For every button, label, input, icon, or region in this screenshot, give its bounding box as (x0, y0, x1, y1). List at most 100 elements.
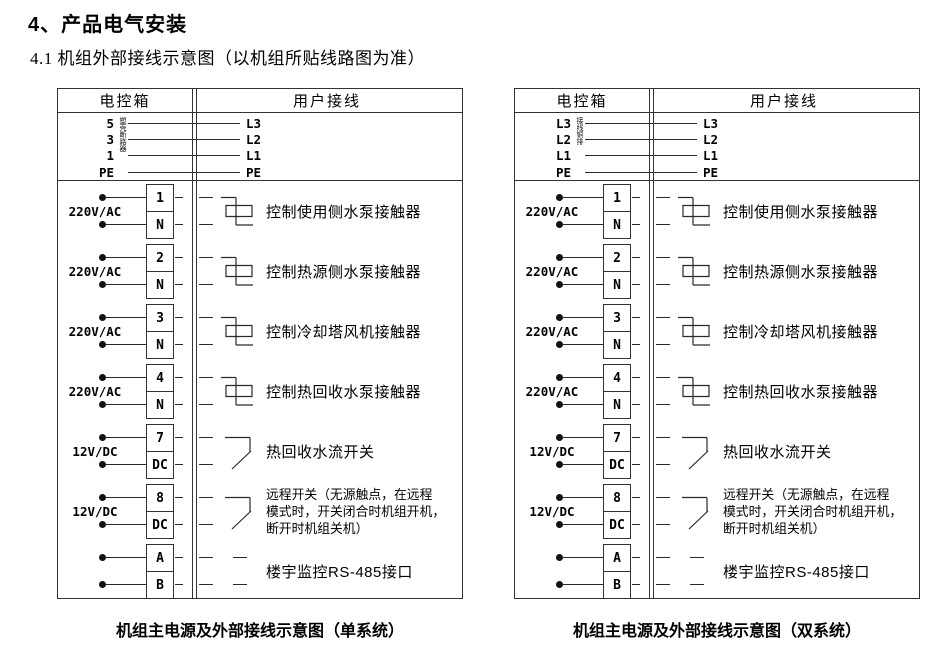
supply-wire (562, 584, 603, 585)
terminal-stub (632, 584, 640, 585)
column-separator-double-line (649, 89, 654, 598)
terminal-group: 12V/DC 7 DC 热回收水流开关 (515, 424, 919, 484)
terminal-cell: DC (609, 517, 625, 533)
terminal-stub (632, 257, 640, 258)
user-wire-dash (656, 524, 670, 525)
terminal-cell: DC (152, 517, 168, 533)
supply-wire (105, 257, 146, 258)
supply-wire (562, 257, 603, 258)
switch-symbol (225, 436, 252, 470)
contactor-coil-symbol (221, 196, 253, 226)
user-wire-dash (656, 584, 670, 585)
diagram-header: 电控箱 用户接线 (515, 89, 919, 113)
terminal-cell: 3 (604, 305, 630, 332)
terminal-group: 220V/AC 1 N 控制使用侧水泵接触器 (515, 184, 919, 244)
connection-dot (556, 221, 563, 228)
supply-wire (105, 344, 146, 345)
connection-dot (99, 581, 106, 588)
user-wire-dash (199, 437, 213, 438)
contactor-coil-symbol (678, 256, 710, 286)
voltage-label: 220V/AC (68, 324, 122, 339)
user-wire-dash (199, 257, 213, 258)
connection-dot (99, 374, 106, 381)
supply-wire (105, 317, 146, 318)
supply-wire (105, 197, 146, 198)
terminal-cell: 7 (604, 425, 630, 452)
terminal-stub (632, 344, 640, 345)
power-wire (585, 155, 697, 156)
user-wire-dash (690, 584, 704, 585)
connection-dot (99, 554, 106, 561)
terminal-group: A B 楼宇监控RS-485接口 (515, 544, 919, 604)
terminal-block: 8 DC (603, 484, 631, 539)
terminal-cell: 1 (147, 185, 173, 212)
voltage-label: 220V/AC (68, 384, 122, 399)
terminal-stub (632, 197, 640, 198)
terminal-cell: 4 (147, 365, 173, 392)
supply-wire (105, 377, 146, 378)
terminal-stub (175, 257, 183, 258)
terminal-group: A B 楼宇监控RS-485接口 (58, 544, 462, 604)
connection-dot (556, 401, 563, 408)
row-description: 控制冷却塔风机接触器 (266, 324, 422, 341)
contactor-coil-symbol (678, 316, 710, 346)
breaker-vertical-note: 接线铜排 (576, 117, 583, 145)
user-wire-dash (656, 377, 670, 378)
connection-dot (556, 281, 563, 288)
row-description: 楼宇监控RS-485接口 (723, 564, 870, 581)
user-wire-dash (199, 284, 213, 285)
page-subtitle: 4.1 机组外部接线示意图（以机组所贴线路图为准） (30, 49, 425, 68)
connection-dot (556, 314, 563, 321)
terminal-group: 12V/DC 8 DC 远程开关（无源触点，在远程 模式时，开关闭合时机组开机， 断开时机… (515, 484, 919, 544)
contactor-coil-symbol (678, 196, 710, 226)
connection-dot (556, 434, 563, 441)
voltage-label: 12V/DC (72, 504, 118, 519)
supply-wire (105, 284, 146, 285)
terminal-stub (632, 224, 640, 225)
row-description-line: 远程开关（无源触点，在远程 (723, 487, 890, 502)
terminal-group: 12V/DC 7 DC 热回收水流开关 (58, 424, 462, 484)
supply-wire (562, 284, 603, 285)
power-box-terminal: L2 (555, 132, 571, 147)
row-description: 楼宇监控RS-485接口 (266, 564, 413, 581)
terminal-cell: N (613, 397, 621, 413)
user-wire-dash (199, 497, 213, 498)
connection-dot (556, 254, 563, 261)
user-wire-dash (656, 557, 670, 558)
terminal-cell: 2 (604, 245, 630, 272)
power-row: 5 L3 (58, 116, 462, 131)
row-description: 控制热回收水泵接触器 (723, 384, 879, 401)
user-wire-dash (199, 404, 213, 405)
supply-wire (562, 224, 603, 225)
user-wire-dash (199, 557, 213, 558)
terminal-cell: N (613, 277, 621, 293)
terminal-stub (632, 437, 640, 438)
supply-wire (105, 584, 146, 585)
supply-wire (562, 464, 603, 465)
power-box-terminal: PE (555, 165, 571, 180)
terminal-stub (175, 464, 183, 465)
connection-dot (556, 554, 563, 561)
user-wire-dash (656, 464, 670, 465)
row-description: 远程开关（无源触点，在远程 模式时，开关闭合时机组开机， 断开时机组关机） (266, 484, 458, 539)
power-wire (128, 123, 240, 124)
connection-dot (556, 374, 563, 381)
terminal-group: 220V/AC 2 N 控制热源侧水泵接触器 (58, 244, 462, 304)
terminal-stub (175, 404, 183, 405)
power-user-terminal: L3 (703, 116, 719, 131)
user-wire-dash (233, 584, 247, 585)
header-controlbox-label: 电控箱 (99, 93, 151, 110)
connection-dot (556, 341, 563, 348)
terminal-groups: 220V/AC 1 N 控制使用侧水泵接触器 220V/AC 2 N 控制热源侧水泵接触器 22… (58, 184, 462, 604)
voltage-label: 220V/AC (525, 204, 579, 219)
connection-dot (99, 401, 106, 408)
connection-dot (556, 494, 563, 501)
power-row: PE PE (58, 165, 462, 180)
